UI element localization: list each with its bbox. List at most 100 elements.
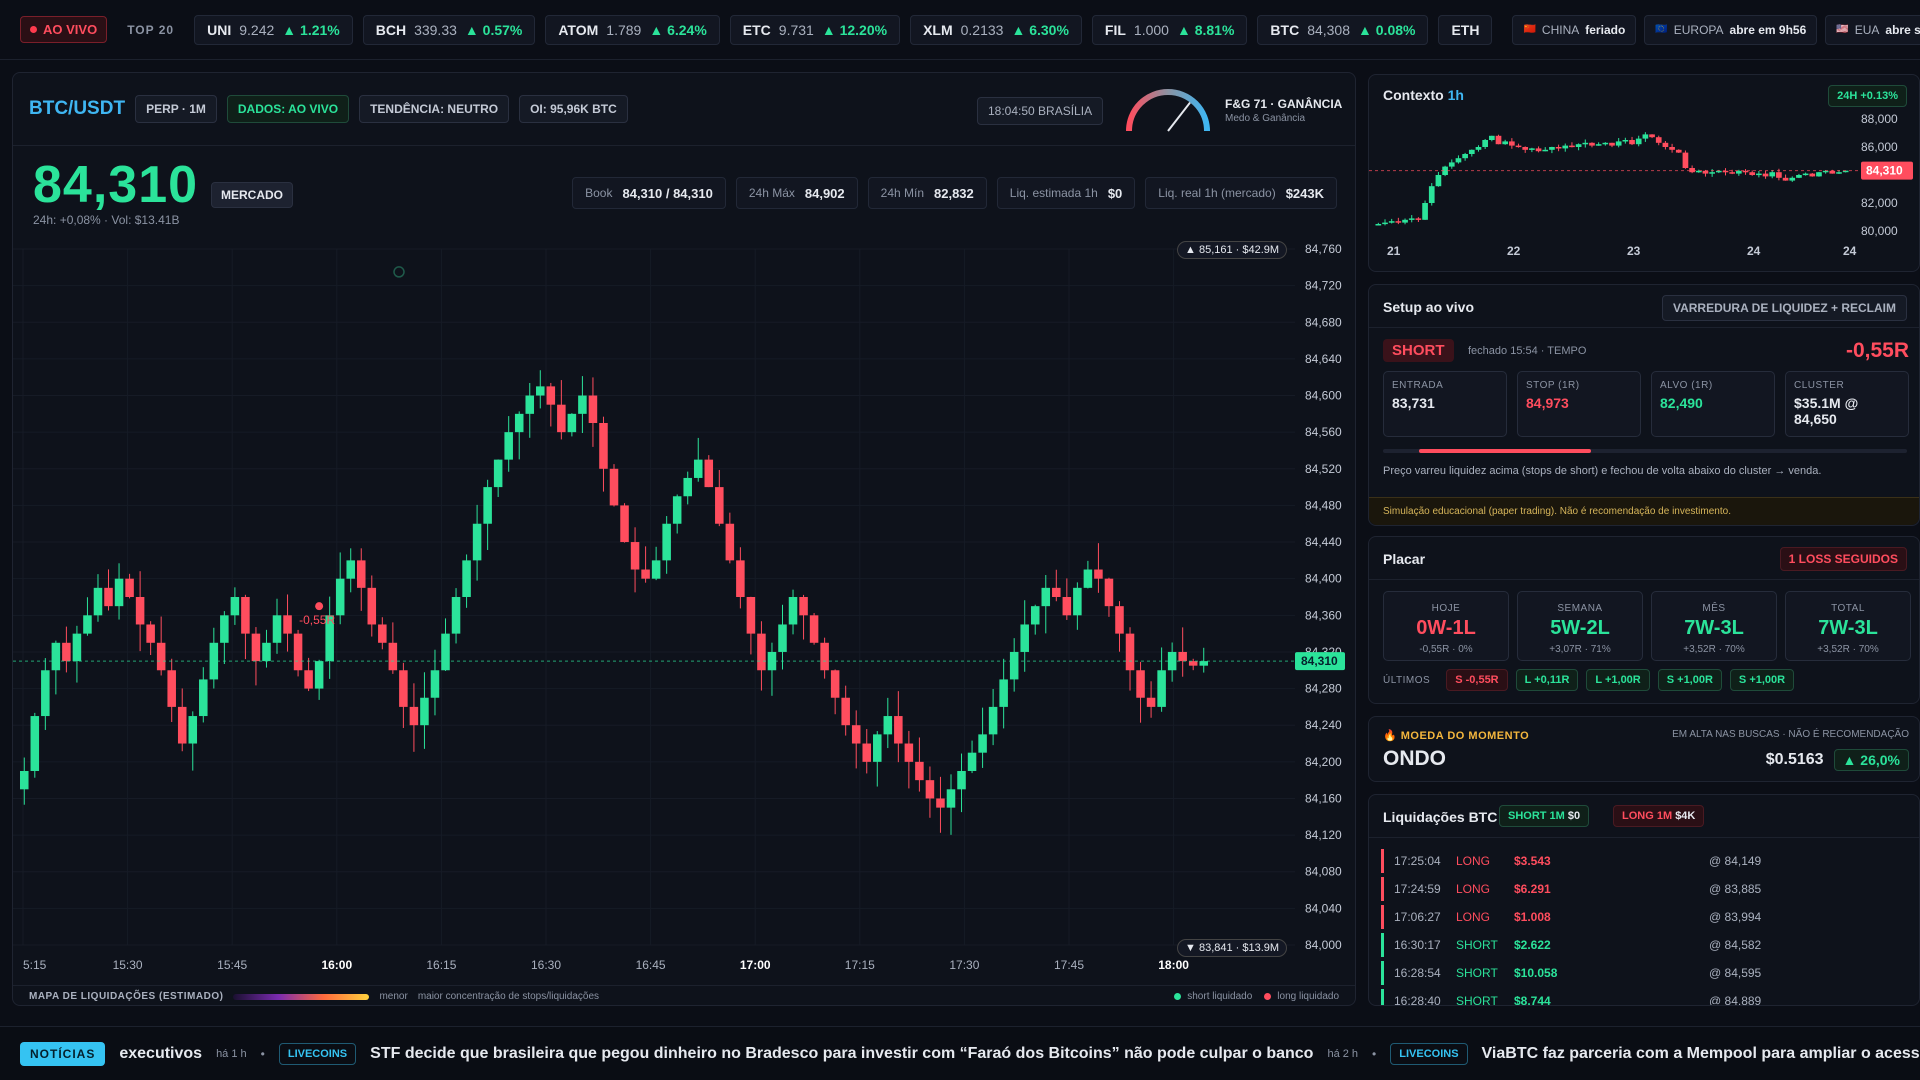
liq-row: 17:06:27 LONG $1.008 @ 83,994 xyxy=(1381,905,1897,929)
candle-body xyxy=(967,752,977,771)
candle-body xyxy=(304,670,313,689)
ticker-bch[interactable]: BCH 339.33 ▲ 0.57% xyxy=(362,14,536,45)
context-chart[interactable]: 88,000 86,000 82,000 80,000 84,310 21 22 23 24 24 xyxy=(1369,113,1920,269)
ticker-xlm[interactable]: XLM 0.2133 ▲ 6.30% xyxy=(910,14,1082,45)
last-trade-pill[interactable]: L +0,11R xyxy=(1515,669,1579,691)
candle-body xyxy=(72,633,82,662)
heatmap-gradient xyxy=(233,993,370,1000)
setup-title: Setup ao vivo xyxy=(1383,299,1475,315)
candle-body xyxy=(873,734,882,762)
last-trade-pill[interactable]: S -0,55R xyxy=(1446,669,1508,691)
liq-time: 16:28:54 xyxy=(1394,966,1441,980)
trade-marker-label: -0,55R xyxy=(299,613,335,627)
ticker-uni[interactable]: UNI 9.242 ▲ 1.21% xyxy=(194,14,353,45)
stat-label: 24h Mín xyxy=(880,186,924,200)
news-source[interactable]: LIVECOINS xyxy=(278,1042,357,1065)
y-tick-label: 84,600 xyxy=(1305,389,1342,403)
up-triangle-icon: ▲ xyxy=(282,21,301,38)
ctx-last-tag xyxy=(1861,161,1913,180)
liq-price: @ 83,885 xyxy=(1709,882,1762,896)
candle-body xyxy=(662,523,671,561)
ctx-candle-body xyxy=(1769,172,1776,177)
ctx-candle-body xyxy=(1488,135,1495,140)
ticker-fil[interactable]: FIL 1.000 ▲ 8.81% xyxy=(1091,14,1248,45)
chip-open-interest: OI: 95,96K BTC xyxy=(519,95,628,123)
ticker-btc[interactable]: BTC 84,308 ▲ 0.08% xyxy=(1257,14,1429,45)
context-panel: Contexto 1h 24H +0.13% 88,000 86,000 82,00… xyxy=(1368,74,1920,272)
ticker-change: ▲ 12.20% xyxy=(822,22,887,38)
candle-body xyxy=(1157,670,1166,707)
news-items: executivos há 1 h • LIVECOINS STF decide que… xyxy=(119,1042,1920,1065)
context-tf[interactable]: 1h xyxy=(1447,87,1464,103)
stat-box: Liq. estimada 1h $0 xyxy=(996,177,1136,209)
trade-marker-dot[interactable] xyxy=(315,602,324,611)
ticker-change-value: 8.81% xyxy=(1194,21,1235,38)
ctx-candle-body xyxy=(1589,142,1595,146)
y-tick-label: 84,040 xyxy=(1305,901,1342,915)
ctx-candle-body xyxy=(1836,172,1842,174)
candle-body xyxy=(778,624,787,652)
candle-body xyxy=(1136,670,1145,698)
chip-data-status: DADOS: AO VIVO xyxy=(226,95,350,123)
gauge-needle xyxy=(1167,101,1191,132)
ctx-candle-body xyxy=(1535,148,1542,152)
ctx-candle-body xyxy=(1595,144,1602,146)
news-headline[interactable]: ViaBTC faz parceria com a Mempool para a… xyxy=(1481,1044,1920,1062)
score-value: 7W-3L xyxy=(1684,617,1744,639)
coin-price: $0.5163 xyxy=(1765,751,1824,768)
liq-row: 17:25:04 LONG $3.543 @ 84,149 xyxy=(1381,849,1897,873)
candle-body xyxy=(894,716,903,744)
stat-value: $0 xyxy=(1107,185,1123,201)
candle-body xyxy=(672,496,682,524)
pair-header: BTC/USDT PERP · 1M DADOS: AO VIVO TENDÊN… xyxy=(29,95,628,123)
ctx-candle-body xyxy=(1602,142,1609,145)
price-chart[interactable]: 84,760 84,720 84,680 84,640 84,600 84,560 84,5… xyxy=(13,239,1355,979)
candle-body xyxy=(241,597,250,634)
candle-body xyxy=(1062,597,1072,616)
fear-greed-gauge xyxy=(1126,89,1210,132)
ctx-candle-body xyxy=(1629,140,1635,145)
ticker-price: 339.33 xyxy=(414,21,457,38)
ticker-symbol: UNI xyxy=(207,21,232,38)
ticker-atom[interactable]: ATOM 1.789 ▲ 6.24% xyxy=(545,14,720,45)
top20-label[interactable]: TOP 20 xyxy=(127,22,175,37)
liq-short-value: $0 xyxy=(1567,810,1581,822)
ctx-candle-body xyxy=(1622,140,1629,142)
ctx-candle-body xyxy=(1522,147,1529,150)
ctx-y-tick: 86,000 xyxy=(1861,140,1898,154)
last-trade-pill[interactable]: L +1,00R xyxy=(1586,669,1650,691)
ctx-candle-body xyxy=(1442,166,1448,175)
candle-body xyxy=(978,734,987,753)
ctx-y-tick: 82,000 xyxy=(1861,196,1898,210)
candle-body xyxy=(557,404,566,433)
pair-title[interactable]: BTC/USDT xyxy=(29,98,126,119)
ticker-etc[interactable]: ETC 9.731 ▲ 12.20% xyxy=(729,14,901,45)
news-source[interactable]: LIVECOINS xyxy=(1390,1042,1468,1065)
level-value: 83,731 xyxy=(1392,395,1435,411)
streak-badge: 1 LOSS SEGUIDOS xyxy=(1779,547,1907,571)
candle-body xyxy=(1083,569,1093,588)
candle-body xyxy=(830,670,840,698)
ticker-eth[interactable]: ETH xyxy=(1438,14,1493,45)
chip-trend: TENDÊNCIA: NEUTRO xyxy=(359,95,510,123)
candle-body xyxy=(736,560,745,597)
coin-name[interactable]: ONDO xyxy=(1383,747,1446,770)
liq-row: 17:24:59 LONG $6.291 @ 83,885 xyxy=(1381,877,1897,901)
setup-result: -0,55R xyxy=(1845,339,1909,362)
score-cards: HOJE 0W-1L -0,55R · 0% SEMANA 5W-2L +3,07R · … xyxy=(1383,591,1911,661)
liq-price: @ 84,149 xyxy=(1709,854,1762,868)
ticker-symbol: XLM xyxy=(923,21,953,38)
news-headline[interactable]: executivos xyxy=(119,1044,203,1062)
last-trade-pill[interactable]: S +1,00R xyxy=(1729,669,1795,691)
heat-bubble xyxy=(393,266,405,278)
setup-level-alvor: ALVO (1R) 82,490 xyxy=(1651,371,1775,437)
live-label: AO VIVO xyxy=(43,22,98,37)
market-badge[interactable]: MERCADO xyxy=(211,182,293,208)
score-card-3: TOTAL 7W-3L +3,52R · 70% xyxy=(1785,591,1911,661)
candle-body xyxy=(388,642,398,671)
ticker-symbol: ETC xyxy=(742,21,771,38)
news-headline[interactable]: STF decide que brasileira que pegou dinh… xyxy=(370,1044,1314,1062)
last-trade-pill[interactable]: S +1,00R xyxy=(1657,669,1722,691)
y-tick-label: 84,400 xyxy=(1305,572,1342,586)
chip-timeframe[interactable]: PERP · 1M xyxy=(135,95,217,123)
